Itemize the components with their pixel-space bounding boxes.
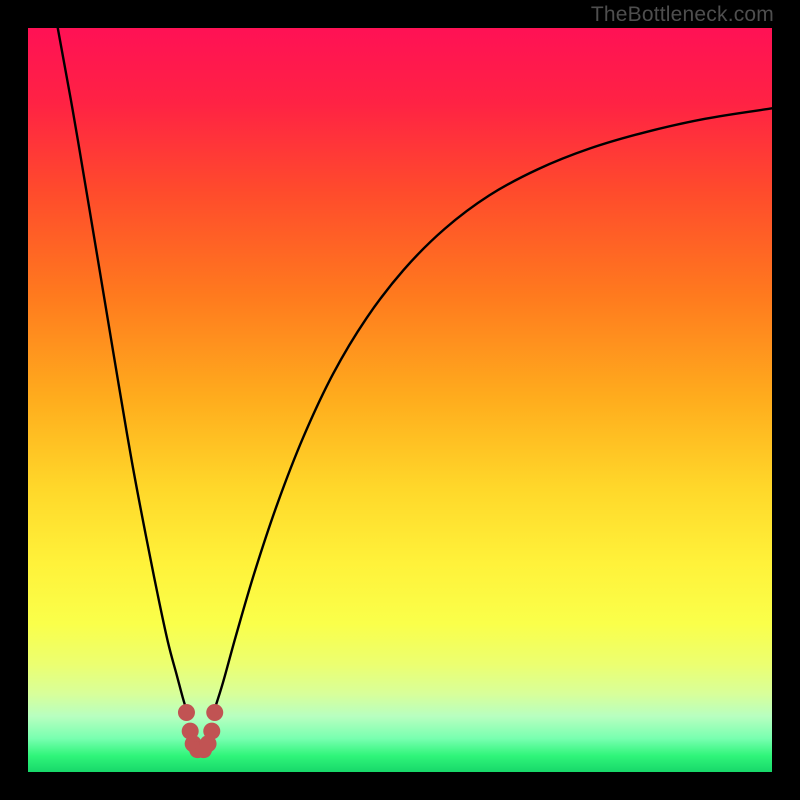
plot-area bbox=[28, 28, 772, 772]
watermark-text: TheBottleneck.com bbox=[591, 3, 774, 27]
chart-container: TheBottleneck.com bbox=[0, 0, 800, 800]
